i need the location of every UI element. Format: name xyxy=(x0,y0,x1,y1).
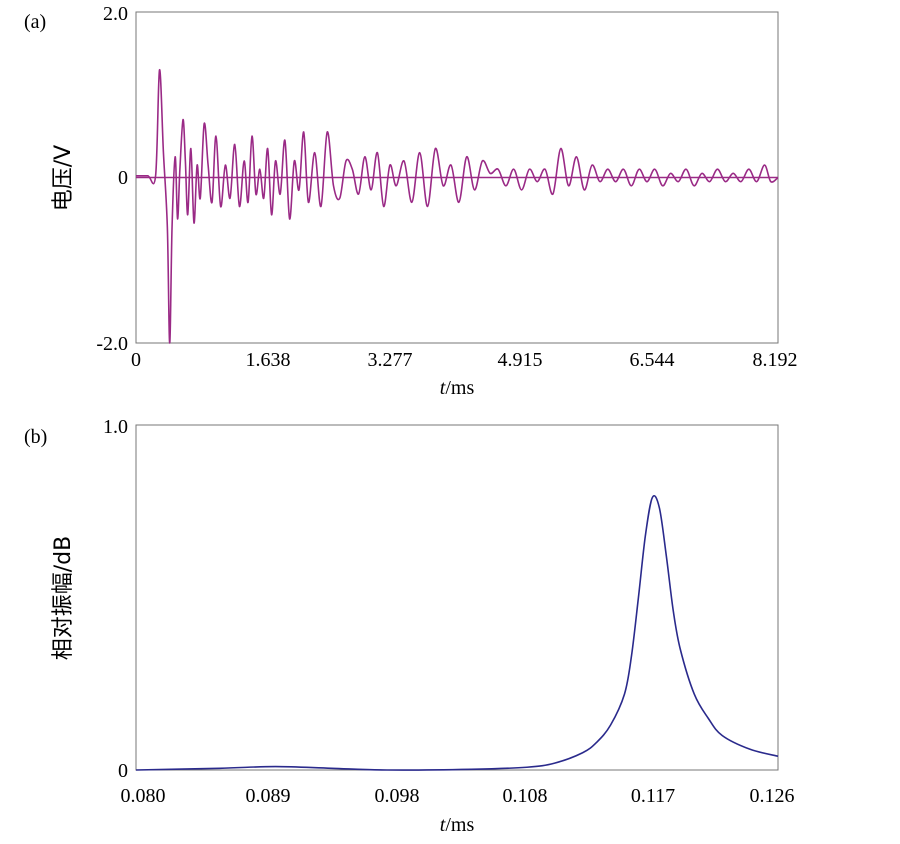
panel-a-ytick-mid: 0 xyxy=(118,167,128,189)
panel-a-xtick-1: 1.638 xyxy=(246,349,291,371)
panel-a-ylabel: 电压/V xyxy=(51,145,76,211)
panel-b-ytick-bottom: 0 xyxy=(118,760,128,782)
panel-a-xtick-0: 0 xyxy=(131,349,141,371)
panel-b-xlabel: t/ms xyxy=(440,814,475,836)
panel-b-ylabel: 相对振幅/dB xyxy=(51,536,76,660)
panel-a-ytick-bottom: -2.0 xyxy=(96,333,128,355)
panel-b-xtick-3: 0.108 xyxy=(503,785,548,807)
panel-b-plot xyxy=(135,494,779,771)
panel-a-xtick-4: 6.544 xyxy=(630,349,675,371)
panel-b-xtick-4: 0.117 xyxy=(631,785,675,807)
panel-a-label: (a) xyxy=(24,11,46,33)
panel-a-plot xyxy=(136,69,779,344)
panel-a-xtick-2: 3.277 xyxy=(368,349,413,371)
panel-b-xtick-1: 0.089 xyxy=(246,785,291,807)
panel-b-xtick-5: 0.126 xyxy=(750,785,795,807)
panel-b: (b) 1.0 0 0.080 0.089 0.098 0.108 0.117 … xyxy=(24,416,795,836)
panel-b-xtick-0: 0.080 xyxy=(121,785,166,807)
panel-b-series-0-line xyxy=(135,494,779,771)
panel-b-frame xyxy=(135,424,779,771)
panel-b-x-ticks: 0.080 0.089 0.098 0.108 0.117 0.126 xyxy=(121,785,795,807)
panel-a-xtick-3: 4.915 xyxy=(498,349,543,371)
panel-a-xlabel: t/ms xyxy=(440,377,475,399)
panel-b-y-ticks: 1.0 0 xyxy=(103,416,128,782)
panel-b-xtick-2: 0.098 xyxy=(375,785,420,807)
panel-b-xlabel-unit: /ms xyxy=(445,814,474,836)
panel-b-xlabel-var: t xyxy=(440,814,446,836)
panel-b-label: (b) xyxy=(24,426,47,448)
panel-a-xlabel-unit: /ms xyxy=(445,377,474,399)
panel-a-xlabel-var: t xyxy=(440,377,446,399)
panel-a-y-ticks: 2.0 0 -2.0 xyxy=(96,3,128,355)
panel-a-x-ticks: 0 1.638 3.277 4.915 6.544 8.192 xyxy=(131,349,798,371)
panel-b-ytick-top: 1.0 xyxy=(103,416,128,438)
panel-a: (a) 2.0 0 -2.0 0 1.638 3.277 4.915 6.544… xyxy=(24,3,798,399)
panel-a-ytick-top: 2.0 xyxy=(103,3,128,25)
panel-a-xtick-5: 8.192 xyxy=(753,349,798,371)
panel-a-series-0-line xyxy=(136,69,779,344)
